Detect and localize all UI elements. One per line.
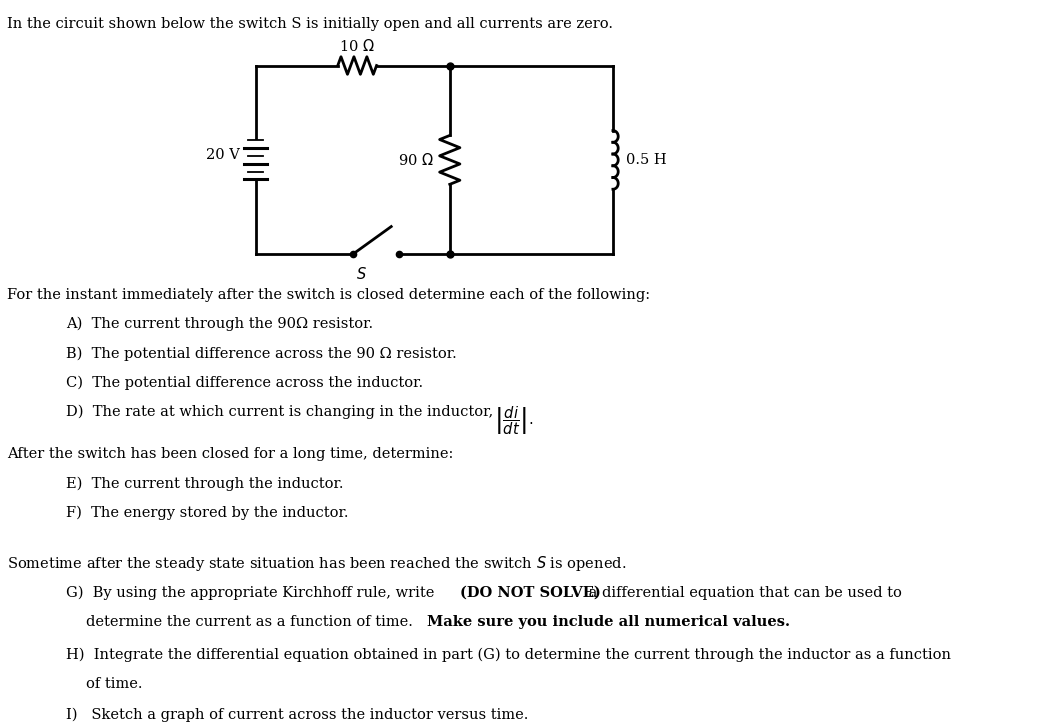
Text: D)  The rate at which current is changing in the inductor,: D) The rate at which current is changing… bbox=[67, 405, 503, 419]
Text: After the switch has been closed for a long time, determine:: After the switch has been closed for a l… bbox=[7, 447, 453, 461]
Text: I)   Sketch a graph of current across the inductor versus time.: I) Sketch a graph of current across the … bbox=[67, 708, 528, 722]
Text: Sometime after the steady state situation has been reached the switch $S$ is ope: Sometime after the steady state situatio… bbox=[7, 554, 626, 573]
Text: 0.5 H: 0.5 H bbox=[626, 153, 666, 167]
Text: of time.: of time. bbox=[86, 677, 143, 691]
Text: H)  Integrate the differential equation obtained in part (G) to determine the cu: H) Integrate the differential equation o… bbox=[67, 648, 951, 662]
Text: E)  The current through the inductor.: E) The current through the inductor. bbox=[67, 477, 343, 491]
Text: 10 $\Omega$: 10 $\Omega$ bbox=[339, 38, 375, 53]
Text: For the instant immediately after the switch is closed determine each of the fol: For the instant immediately after the sw… bbox=[7, 287, 650, 302]
Text: $\left|\dfrac{di}{dt}\right|$.: $\left|\dfrac{di}{dt}\right|$. bbox=[494, 405, 533, 438]
Text: F)  The energy stored by the inductor.: F) The energy stored by the inductor. bbox=[67, 505, 348, 520]
Text: (DO NOT SOLVE): (DO NOT SOLVE) bbox=[460, 586, 601, 600]
Text: 20 V: 20 V bbox=[206, 148, 240, 162]
Text: Make sure you include all numerical values.: Make sure you include all numerical valu… bbox=[427, 615, 790, 629]
Text: In the circuit shown below the switch S is initially open and all currents are z: In the circuit shown below the switch S … bbox=[7, 17, 614, 30]
Text: A)  The current through the 90Ω resistor.: A) The current through the 90Ω resistor. bbox=[67, 317, 373, 331]
Text: determine the current as a function of time.: determine the current as a function of t… bbox=[86, 615, 421, 629]
Text: 90 $\Omega$: 90 $\Omega$ bbox=[398, 152, 434, 168]
Text: $S$: $S$ bbox=[356, 266, 367, 282]
Text: C)  The potential difference across the inductor.: C) The potential difference across the i… bbox=[67, 375, 423, 390]
Text: G)  By using the appropriate Kirchhoff rule, write: G) By using the appropriate Kirchhoff ru… bbox=[67, 586, 439, 600]
Text: a differential equation that can be used to: a differential equation that can be used… bbox=[584, 586, 902, 600]
Text: B)  The potential difference across the 90 Ω resistor.: B) The potential difference across the 9… bbox=[67, 346, 457, 360]
